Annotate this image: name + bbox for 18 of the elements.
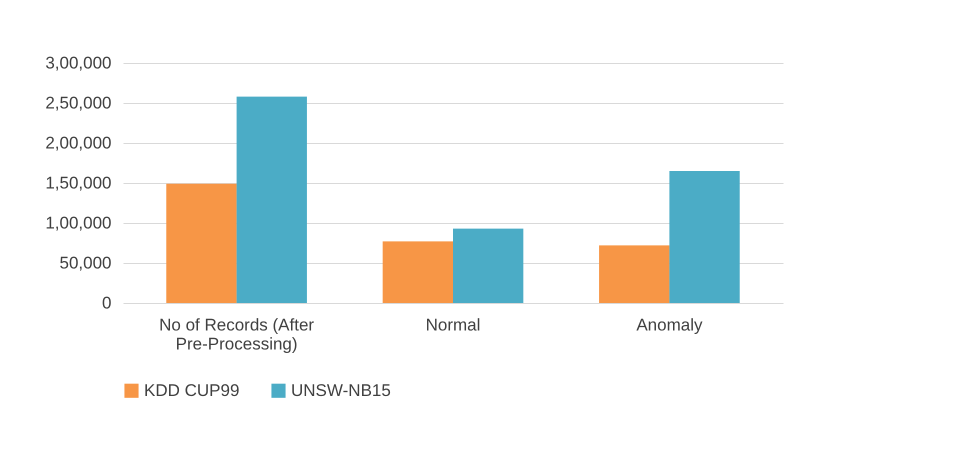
- y-tick-label: 2,00,000: [45, 134, 112, 152]
- x-tick-label: Anomaly: [636, 316, 703, 334]
- y-tick-label: 50,000: [60, 254, 112, 272]
- legend-label: UNSW-NB15: [291, 380, 391, 400]
- y-tick-label: 1,50,000: [45, 174, 112, 192]
- bar: [166, 184, 237, 303]
- bar: [669, 171, 740, 303]
- x-tick-label: Normal: [426, 316, 480, 334]
- y-tick-label: 1,00,000: [45, 214, 112, 232]
- y-tick-label: 2,50,000: [45, 94, 112, 112]
- bar: [236, 96, 307, 303]
- legend-label: KDD CUP99: [144, 380, 240, 400]
- bar: [382, 241, 453, 303]
- y-tick-label: 3,00,000: [45, 54, 112, 72]
- bar: [599, 245, 670, 303]
- x-tick-label: No of Records (After Pre-Processing): [159, 316, 314, 354]
- bar: [453, 228, 524, 303]
- y-tick-label: 0: [102, 294, 112, 312]
